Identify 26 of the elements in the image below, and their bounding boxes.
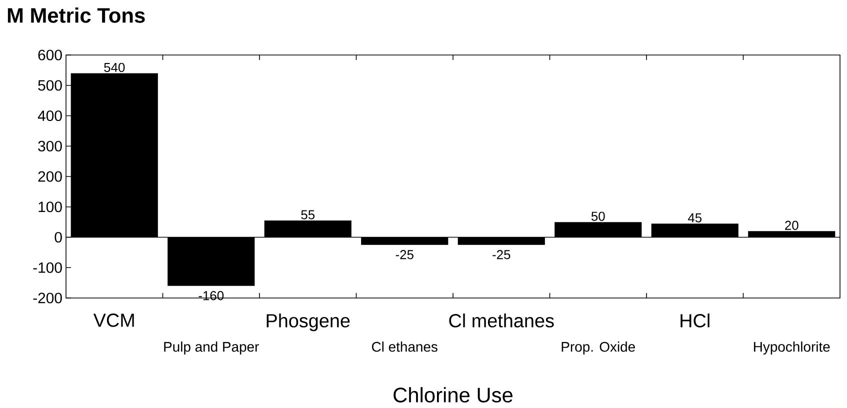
x-tick-label: Cl methanes [449,314,554,328]
data-label: 55 [301,210,315,220]
x-tick-label: Pulp and Paper [164,342,259,355]
data-label: 20 [785,220,798,230]
y-tick-label: 500 [38,80,62,91]
x-tick-label: Phosgene [266,314,350,332]
y-axis-title: M Metric Tons [8,8,145,23]
x-tick-label: VCM [93,314,134,327]
data-label: 50 [591,212,605,221]
y-tick-label: 300 [38,140,62,152]
y-tick-label: 600 [38,50,62,60]
data-label: 45 [688,213,702,222]
data-label: -25 [492,250,510,260]
y-tick-label: 200 [38,171,62,182]
y-tick-label: -200 [33,292,62,304]
y-tick-label: 400 [38,110,62,122]
x-tick-label: Cl ethanes [372,342,438,352]
data-label: -25 [396,250,414,260]
y-tick-label: -100 [33,262,62,273]
x-tick-label: HCl [680,314,710,328]
x-axis-title: Chlorine Use [394,387,512,402]
y-tick-label: 100 [38,202,62,212]
y-tick-label: 0 [54,232,62,243]
x-tick-label: Prop. Oxide [562,342,635,355]
data-label: 540 [104,62,125,72]
x-tick-label: Hypochlorite [754,342,830,355]
